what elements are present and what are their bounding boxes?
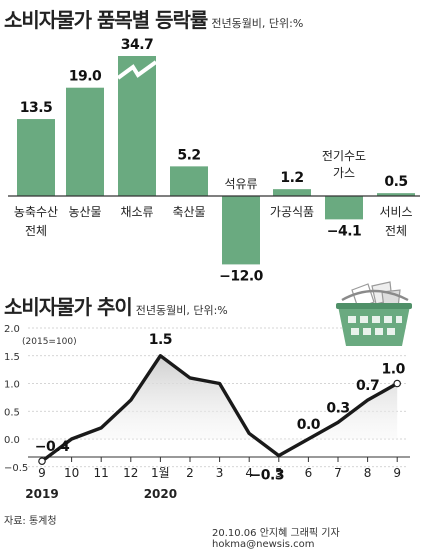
line-data-label: −0.4: [35, 439, 70, 455]
line-data-label: −0.3: [250, 468, 285, 484]
bar-category-label: 농축수산: [14, 205, 58, 219]
bar: [66, 87, 104, 196]
line-data-label: 0.7: [356, 378, 379, 394]
line-chart: 2.0 1.5 1.0 0.5 0.0 −0.5 (2015=100) 9 10 11 12 1월 2 3…: [4, 324, 410, 501]
credit-note: 20.10.06 안지혜 그래픽 기자 hokma@newsis.com: [212, 528, 340, 550]
bar-category-label: 가공식품: [270, 205, 314, 219]
bar-chart-subtitle: 전년동월비, 단위:%: [211, 17, 304, 30]
bar-chart-title: 소비자물가 품목별 등락률 전년동월비, 단위:%: [4, 4, 303, 33]
x-tick-label: 2: [186, 466, 194, 480]
bar-category-label: 전기수도: [322, 149, 366, 163]
bar-value-label: 1.2: [280, 170, 303, 186]
x-tick-label: 4: [245, 466, 253, 480]
line-area: [42, 355, 398, 462]
line-chart-title: 소비자물가 추이 전년동월비, 단위:%: [4, 291, 228, 320]
series-line: [40, 354, 399, 463]
base-year-note: (2015=100): [22, 337, 77, 347]
x-tick-label: 9: [393, 466, 401, 480]
year-label: 2019: [25, 487, 58, 501]
x-tick-label: 7: [334, 466, 342, 480]
line-data-label: 1.5: [149, 332, 172, 348]
bar-category-label: 가스: [333, 166, 355, 180]
end-point-marker: [393, 379, 402, 388]
bar-chart-title-text: 소비자물가 품목별 등락률: [4, 8, 208, 32]
x-tick-label: 8: [364, 466, 372, 480]
bar-value-label: 0.5: [384, 174, 407, 190]
start-point-marker: [38, 457, 46, 466]
line-data-label: 0.0: [297, 417, 321, 433]
year-label: 2020: [144, 487, 177, 501]
shopping-basket-icon: [336, 281, 412, 346]
line-data-label: 0.3: [326, 400, 349, 416]
x-tick-label: 3: [216, 466, 224, 480]
bar-value-label: 19.0: [69, 69, 102, 85]
y-tick-label: −0.5: [4, 463, 28, 474]
bar-value-label: −12.0: [219, 268, 264, 284]
bar-value-label: −4.1: [327, 223, 362, 239]
y-tick-label: 2.0: [4, 324, 20, 335]
bar-category-label: 채소류: [120, 205, 153, 219]
bar-category-label: 전체: [25, 224, 47, 238]
bar-value-label: 34.7: [121, 37, 154, 53]
bar-category-label: 서비스: [379, 205, 412, 219]
x-tick-label: 10: [64, 466, 79, 480]
x-tick-label: 12: [123, 466, 138, 480]
y-tick-label: 0.0: [4, 435, 20, 446]
bar: [377, 193, 415, 196]
source-note: 자료: 통계청: [4, 516, 57, 527]
x-tick-label: 11: [94, 466, 109, 480]
line-chart-title-text: 소비자물가 추이: [4, 295, 133, 319]
bar-value-label: 5.2: [177, 147, 200, 163]
bar-category-label: 석유류: [224, 177, 257, 191]
x-tick-label: 9: [38, 466, 46, 480]
line-chart-subtitle: 전년동월비, 단위:%: [135, 304, 228, 317]
lightning-break-icon: [116, 60, 158, 80]
bar: [325, 196, 363, 220]
x-tick-label: 5: [275, 466, 283, 480]
bar-category-label: 축산물: [172, 205, 205, 219]
bar-category-label: 전체: [385, 224, 407, 238]
bar: [118, 56, 156, 196]
x-tick-label: 6: [305, 466, 313, 480]
y-tick-label: 1.0: [4, 380, 20, 391]
bar: [17, 119, 55, 196]
bar: [273, 189, 311, 196]
bar-category-label: 농산물: [68, 205, 101, 219]
bar: [170, 166, 208, 196]
x-tick-label: 1월: [151, 466, 170, 480]
y-tick-label: 1.5: [4, 352, 20, 363]
bar-value-label: 13.5: [20, 100, 53, 116]
line-data-label: 1.0: [382, 362, 406, 378]
bar: [222, 196, 260, 265]
y-tick-label: 0.5: [4, 407, 20, 418]
